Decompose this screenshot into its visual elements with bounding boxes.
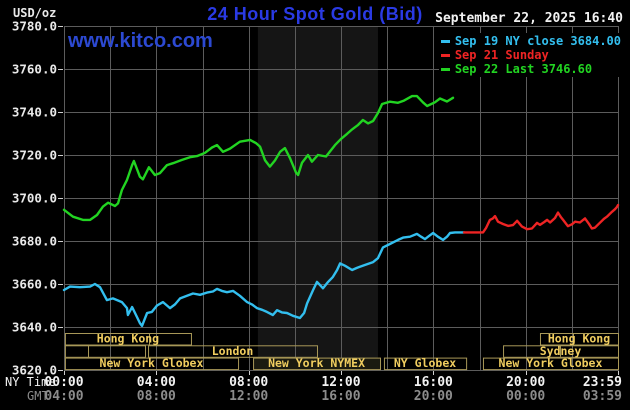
x-axis-label-gmt: 00:00 (506, 389, 545, 404)
legend-row-sep22: Sep 22 Last 3746.60 (440, 62, 621, 76)
x-axis-label-ny: 20:00 (506, 375, 545, 390)
price-line-sep-21-sunday (462, 203, 620, 234)
y-axis-label: 3720.0 (12, 148, 57, 163)
x-axis-label-ny: 00:00 (44, 375, 83, 390)
session-box (148, 345, 318, 358)
x-axis-label-ny: 12:00 (321, 375, 360, 390)
x-axis-label-ny: 23:59 (583, 375, 622, 390)
y-axis-label: 3780.0 (12, 19, 57, 34)
y-axis-label: 3700.0 (12, 191, 57, 206)
x-axis-label-gmt: 08:00 (137, 389, 176, 404)
session-box (539, 333, 619, 346)
x-axis-label-ny: 04:00 (137, 375, 176, 390)
y-axis-label: 3740.0 (12, 105, 57, 120)
x-axis-label-gmt: 03:59 (583, 389, 622, 404)
session-label: London (212, 344, 254, 358)
gmt-row-label: GMT (27, 389, 49, 403)
y-axis-label: 3620.0 (12, 363, 57, 378)
plot-border (64, 26, 619, 371)
chart-title: 24 Hour Spot Gold (Bid) (207, 4, 423, 24)
green-dash-icon (440, 67, 450, 71)
x-axis-label-ny: 08:00 (229, 375, 268, 390)
y-axis-label: 3680.0 (12, 234, 57, 249)
legend-label-sep21: Sep 21 Sunday (454, 48, 549, 62)
session-box (503, 345, 620, 358)
session-label: Sydney (540, 344, 582, 358)
session-box (64, 345, 90, 358)
session-label: New York NYMEX (268, 356, 365, 370)
legend: Sep 19 NY close 3684.00 Sep 21 Sunday Se… (438, 33, 623, 77)
session-box (383, 357, 468, 371)
x-axis-label-ny: 16:00 (414, 375, 453, 390)
session-label: Hong Kong (97, 332, 159, 346)
y-axis-label: 3760.0 (12, 62, 57, 77)
legend-row-sep19: Sep 19 NY close 3684.00 (440, 34, 621, 48)
red-dash-icon (440, 53, 450, 57)
session-box (88, 345, 147, 358)
session-label: Hong Kong (548, 332, 610, 346)
x-axis-label-gmt: 04:00 (44, 389, 83, 404)
price-line-sep-22 (62, 94, 455, 222)
x-axis-label-gmt: 12:00 (229, 389, 268, 404)
legend-label-sep22: Sep 22 Last 3746.60 (454, 62, 593, 76)
session-label: New York Globex (100, 356, 204, 370)
price-line-sep-19-ny-close (62, 231, 466, 328)
unit-label: USD/oz (13, 6, 57, 20)
session-box (253, 357, 382, 371)
x-axis-label-gmt: 20:00 (414, 389, 453, 404)
session-box (64, 333, 192, 346)
legend-label-sep19: Sep 19 NY close 3684.00 (454, 34, 621, 48)
x-axis-label-gmt: 16:00 (321, 389, 360, 404)
y-axis-label: 3640.0 (12, 320, 57, 335)
session-box (64, 357, 240, 371)
ny-time-row-label: NY Time (5, 375, 56, 389)
session-label: New York Globex (499, 356, 603, 370)
y-axis-label: 3660.0 (12, 277, 57, 292)
cyan-dash-icon (440, 39, 450, 43)
datetime-label: September 22, 2025 16:40 (435, 11, 623, 26)
session-label: NY Globex (394, 356, 456, 370)
session-box (482, 357, 619, 371)
kitco-watermark-link[interactable]: www.kitco.com (68, 30, 213, 52)
legend-row-sep21: Sep 21 Sunday (440, 48, 621, 62)
